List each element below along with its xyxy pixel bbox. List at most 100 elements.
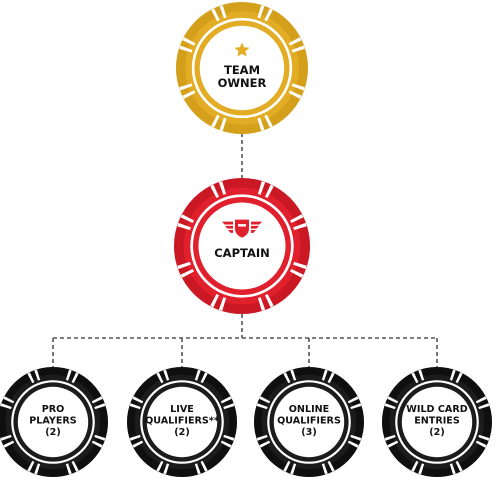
chip-edge-stripe: [91, 440, 103, 448]
chip-edge-stripe: [291, 83, 305, 91]
chip-edge-stripe: [94, 403, 106, 410]
chip-edge-stripe: [91, 396, 103, 404]
chip-pro-players: PRO PLAYERS (2): [0, 367, 108, 477]
chip-label-line: (2): [174, 427, 189, 438]
chip-label-line: PRO: [42, 404, 65, 415]
chip-label-line: OWNER: [218, 76, 267, 90]
chip-label: PRO PLAYERS (2): [29, 404, 77, 438]
chip-label-line: CAPTAIN: [214, 246, 270, 260]
chip-edge-stripe: [156, 372, 164, 384]
chip-face: [146, 386, 218, 458]
chip-label-line: QUALIFIERS: [277, 416, 341, 427]
chip-edge-stripe: [27, 460, 35, 472]
chip-label-line: ENTRIES: [414, 416, 460, 427]
chip-edge-stripe: [71, 372, 79, 384]
chip-edge-stripe: [220, 396, 232, 404]
chip-label-line: TEAM: [224, 63, 260, 77]
chip-edge-stripe: [0, 434, 12, 441]
chip-edge-stripe: [200, 460, 208, 472]
chip-edge-stripe: [180, 268, 194, 278]
chip-edge-stripe: [257, 297, 266, 311]
chip-edge-stripe: [65, 369, 72, 381]
chip-edge-shade: [175, 1, 308, 135]
chip-online-qualifiers: ONLINE QUALIFIERS (3): [254, 367, 365, 478]
chip-edge-stripe: [34, 369, 41, 381]
star-icon: [234, 42, 250, 57]
chip-label-line: (2): [45, 427, 60, 438]
chip-edge-stripe: [71, 460, 79, 472]
chip-edge-stripe: [288, 37, 302, 46]
chip-edge-shade: [127, 367, 238, 478]
chip-label-line: (3): [301, 427, 316, 438]
chip-label-line: WILD CARD: [406, 404, 467, 415]
chip-edge-stripe: [290, 369, 297, 381]
chip-edge-stripe: [182, 90, 196, 99]
chip-edge-stripe: [200, 372, 208, 384]
chip-edge-stripe: [211, 114, 220, 128]
winged-shield-icon: [222, 219, 262, 238]
chip-edge-stripe: [455, 460, 463, 472]
chip-wild-card-entries: WILD CARD ENTRIES (2): [382, 367, 493, 478]
chip-edge-stripe: [283, 372, 291, 384]
chip-edge-stripe: [180, 214, 194, 224]
chip-label-line: ONLINE: [289, 404, 329, 415]
chip-edge-stripe: [194, 463, 201, 475]
chip-edge-stripe: [65, 463, 72, 475]
chip-ring: [11, 380, 95, 464]
chip-label-line: (2): [429, 427, 444, 438]
chip-face: [198, 202, 286, 290]
chip-label: TEAM OWNER: [218, 63, 267, 90]
chip-label: WILD CARD ENTRIES (2): [406, 404, 467, 438]
chip-edge-stripe: [327, 372, 335, 384]
chip-edge-stripe: [220, 440, 232, 448]
chip-edge-stripe: [350, 434, 362, 441]
chip-edge-stripe: [478, 434, 490, 441]
chip-edge-stripe: [132, 396, 144, 404]
chip-ring: [395, 380, 479, 464]
chip-edge-stripe: [219, 117, 227, 131]
chip-edge-stripe: [3, 396, 15, 404]
chip-edge-stripe: [387, 396, 399, 404]
chip-edge-stripe: [288, 90, 302, 99]
chip-edge-stripe: [290, 268, 304, 278]
chip-edge-stripe: [218, 181, 227, 195]
chip-edge-stripe: [257, 181, 266, 195]
chip-edge-stripe: [210, 184, 220, 198]
chip-label-line: QUALIFIERS**: [145, 416, 219, 427]
chip-team-owner: TEAM OWNER: [175, 1, 308, 135]
chip-edge-stripe: [27, 372, 35, 384]
chip-edge-stripe: [475, 396, 487, 404]
chip-edge-stripe: [283, 460, 291, 472]
chip-edge-stripe: [223, 434, 235, 441]
chip-edge-stripe: [0, 403, 12, 410]
chip-edge-stripe: [475, 440, 487, 448]
chip-edge-stripe: [256, 403, 268, 410]
chip-edge-stripe: [384, 403, 396, 410]
chip-ring: [191, 17, 293, 119]
chip-edge-stripe: [257, 117, 265, 131]
chip-label: LIVE QUALIFIERS** (2): [145, 404, 219, 438]
chip-edge-stripe: [411, 372, 419, 384]
chip-edge-stripe: [418, 369, 425, 381]
chip-edge-stripe: [347, 440, 359, 448]
chip-edge-shade: [254, 367, 365, 478]
chip-edge-stripe: [163, 463, 170, 475]
chip-edge-stripe: [264, 294, 274, 308]
chip-edge-stripe: [411, 460, 419, 472]
chip-edge-stripe: [179, 83, 193, 91]
chip-edge-stripe: [163, 369, 170, 381]
chip-label: ONLINE QUALIFIERS (3): [277, 404, 341, 438]
chip-edge-stripe: [264, 8, 273, 22]
chip-edge-stripe: [256, 434, 268, 441]
chip-edge-stripe: [418, 463, 425, 475]
chip-edge-stripe: [387, 440, 399, 448]
chip-edge-stripe: [179, 45, 193, 53]
chip-edge-stripe: [449, 463, 456, 475]
chip-edge-stripe: [347, 396, 359, 404]
chip-ring: [190, 194, 294, 298]
chip-edge-stripe: [384, 434, 396, 441]
chip-label: CAPTAIN: [214, 246, 270, 260]
chip-edge-stripe: [194, 369, 201, 381]
chip-edge-stripe: [257, 5, 265, 19]
